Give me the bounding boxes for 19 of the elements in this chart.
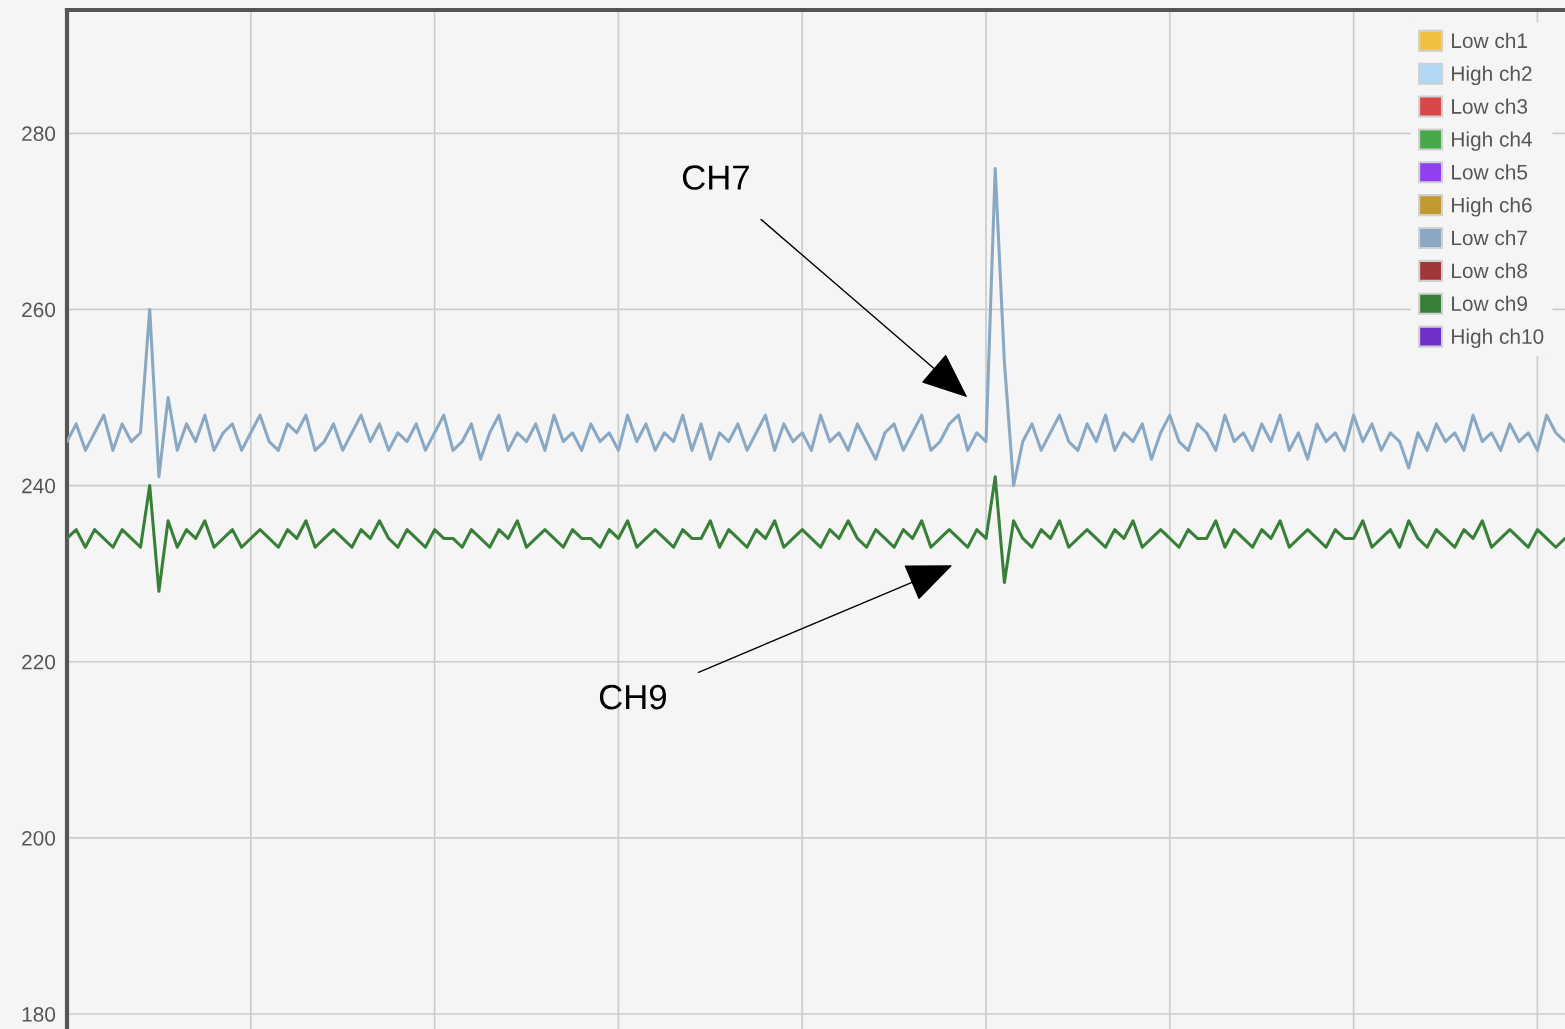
legend-label: Low ch8: [1452, 262, 1528, 279]
legend-label: High ch4: [1452, 131, 1532, 151]
legend-label: High ch2: [1452, 65, 1532, 86]
legend-label: High ch6: [1452, 197, 1532, 217]
legend-label: Low ch9: [1452, 295, 1527, 312]
legend-label: Low ch1: [1452, 32, 1527, 49]
y-tick-label: 220: [22, 654, 56, 670]
annotation: CH9: [599, 684, 666, 710]
legend-label: Low ch3: [1452, 98, 1528, 114]
legend-label: Low ch5: [1452, 164, 1528, 180]
y-tick-label: 200: [22, 830, 56, 846]
y-tick-label: 260: [22, 302, 56, 318]
annotation: CH7: [682, 165, 749, 190]
legend-label: High ch10: [1452, 328, 1544, 349]
y-tick-label: 240: [22, 478, 56, 494]
y-tick-label: 280: [22, 126, 56, 142]
legend-label: Low ch7: [1452, 230, 1527, 246]
y-tick-label: 180: [22, 1007, 56, 1022]
line-series: [67, 475, 1565, 593]
